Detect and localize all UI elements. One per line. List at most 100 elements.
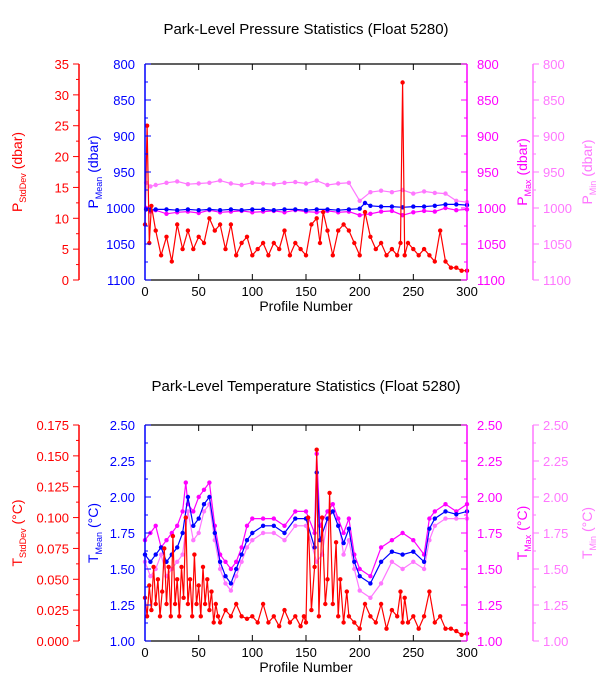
data-point bbox=[196, 516, 201, 521]
y-axis-label-subscript: Min bbox=[588, 181, 598, 196]
data-point bbox=[277, 246, 282, 252]
data-point bbox=[212, 530, 217, 536]
data-point bbox=[147, 240, 152, 246]
data-point bbox=[346, 614, 352, 619]
data-point bbox=[293, 207, 298, 212]
data-point bbox=[346, 228, 352, 233]
x-tick-label: 200 bbox=[349, 284, 371, 299]
data-point bbox=[333, 540, 339, 545]
data-point bbox=[209, 589, 214, 594]
data-point bbox=[177, 614, 182, 619]
data-point bbox=[357, 213, 362, 218]
data-point bbox=[144, 614, 150, 619]
data-point bbox=[212, 228, 217, 233]
y-tick-label-min: 1.00 bbox=[543, 634, 568, 649]
data-point bbox=[325, 182, 330, 188]
data-point bbox=[427, 253, 432, 258]
data-point bbox=[234, 574, 239, 579]
data-point bbox=[293, 516, 298, 521]
data-point bbox=[164, 234, 169, 239]
data-point bbox=[389, 204, 395, 209]
y-tick-label-min: 2.50 bbox=[543, 418, 568, 433]
data-point bbox=[432, 523, 437, 528]
data-point bbox=[196, 530, 201, 536]
data-point bbox=[153, 601, 158, 607]
y-tick-label-stddev: 10 bbox=[55, 211, 69, 226]
x-tick-label: 300 bbox=[456, 284, 478, 299]
y-axis-label-unit: (dbar) bbox=[579, 139, 595, 180]
data-point bbox=[303, 523, 309, 528]
data-point bbox=[213, 601, 218, 607]
data-point bbox=[223, 559, 228, 564]
y-tick-label-max: 1.75 bbox=[477, 526, 502, 541]
data-point bbox=[448, 265, 454, 270]
data-point bbox=[357, 206, 362, 211]
data-point bbox=[185, 182, 191, 187]
data-point bbox=[303, 620, 309, 625]
data-point bbox=[389, 246, 395, 252]
data-point bbox=[239, 559, 244, 564]
y-axis-mean: 1100 1050 1000 950 900 850 800 PMean (dbar) bbox=[85, 57, 151, 288]
data-point bbox=[244, 234, 250, 239]
data-point bbox=[438, 614, 443, 619]
data-point bbox=[336, 228, 341, 233]
data-point bbox=[443, 516, 448, 521]
data-point bbox=[301, 614, 307, 619]
data-point bbox=[166, 564, 171, 570]
data-point bbox=[352, 240, 357, 246]
y-tick-label-mean: 800 bbox=[113, 57, 135, 72]
data-point bbox=[389, 190, 395, 195]
series-line-max bbox=[144, 453, 468, 578]
data-point bbox=[378, 601, 384, 607]
y-tick-label-mean: 1.75 bbox=[110, 526, 135, 541]
data-point bbox=[368, 234, 373, 239]
data-point bbox=[427, 526, 432, 531]
data-point bbox=[344, 589, 349, 594]
y-axis-label-unit: (°C) bbox=[85, 503, 101, 532]
data-point bbox=[217, 208, 223, 213]
data-point bbox=[389, 607, 395, 613]
y-tick-label-stddev: 20 bbox=[55, 150, 69, 165]
data-point bbox=[293, 614, 298, 619]
data-point bbox=[362, 200, 368, 206]
x-tick-label: 250 bbox=[402, 645, 424, 660]
y-tick-label-max: 850 bbox=[477, 93, 499, 108]
y-tick-label-min: 800 bbox=[543, 57, 565, 72]
y-tick-label-max: 950 bbox=[477, 165, 499, 180]
data-point bbox=[309, 222, 314, 227]
data-point bbox=[234, 601, 239, 607]
y-tick-label-min: 950 bbox=[543, 165, 565, 180]
data-point bbox=[282, 228, 287, 233]
data-point bbox=[200, 564, 206, 570]
data-point bbox=[336, 208, 341, 213]
data-point bbox=[223, 574, 228, 579]
data-point bbox=[378, 209, 384, 214]
data-point bbox=[421, 246, 427, 252]
data-point bbox=[175, 222, 180, 227]
data-point bbox=[181, 595, 186, 600]
data-point bbox=[398, 589, 403, 594]
data-point bbox=[282, 180, 287, 185]
data-point bbox=[250, 253, 255, 258]
data-point bbox=[341, 552, 346, 557]
data-point bbox=[373, 620, 378, 625]
data-point bbox=[217, 566, 223, 572]
x-tick-label: 300 bbox=[456, 645, 478, 660]
data-point bbox=[368, 574, 373, 579]
data-point bbox=[427, 589, 432, 594]
y-tick-label-min: 1.50 bbox=[543, 562, 568, 577]
data-point bbox=[260, 207, 266, 212]
data-point bbox=[400, 552, 405, 557]
data-point bbox=[368, 203, 373, 208]
data-point bbox=[239, 240, 244, 246]
y-tick-label-mean: 1.50 bbox=[110, 562, 135, 577]
data-point bbox=[194, 601, 199, 607]
y-tick-label-mean: 1.25 bbox=[110, 598, 135, 613]
data-point bbox=[157, 614, 163, 619]
y-tick-label-stddev: 0.150 bbox=[36, 449, 69, 464]
y-axis-label-subscript: StdDev bbox=[18, 528, 28, 558]
data-point bbox=[321, 209, 326, 215]
y-axis-max: 1100 1050 1000 950 900 850 800 PMax (dbar) bbox=[461, 57, 533, 288]
data-point bbox=[293, 509, 298, 514]
data-point bbox=[438, 228, 443, 233]
